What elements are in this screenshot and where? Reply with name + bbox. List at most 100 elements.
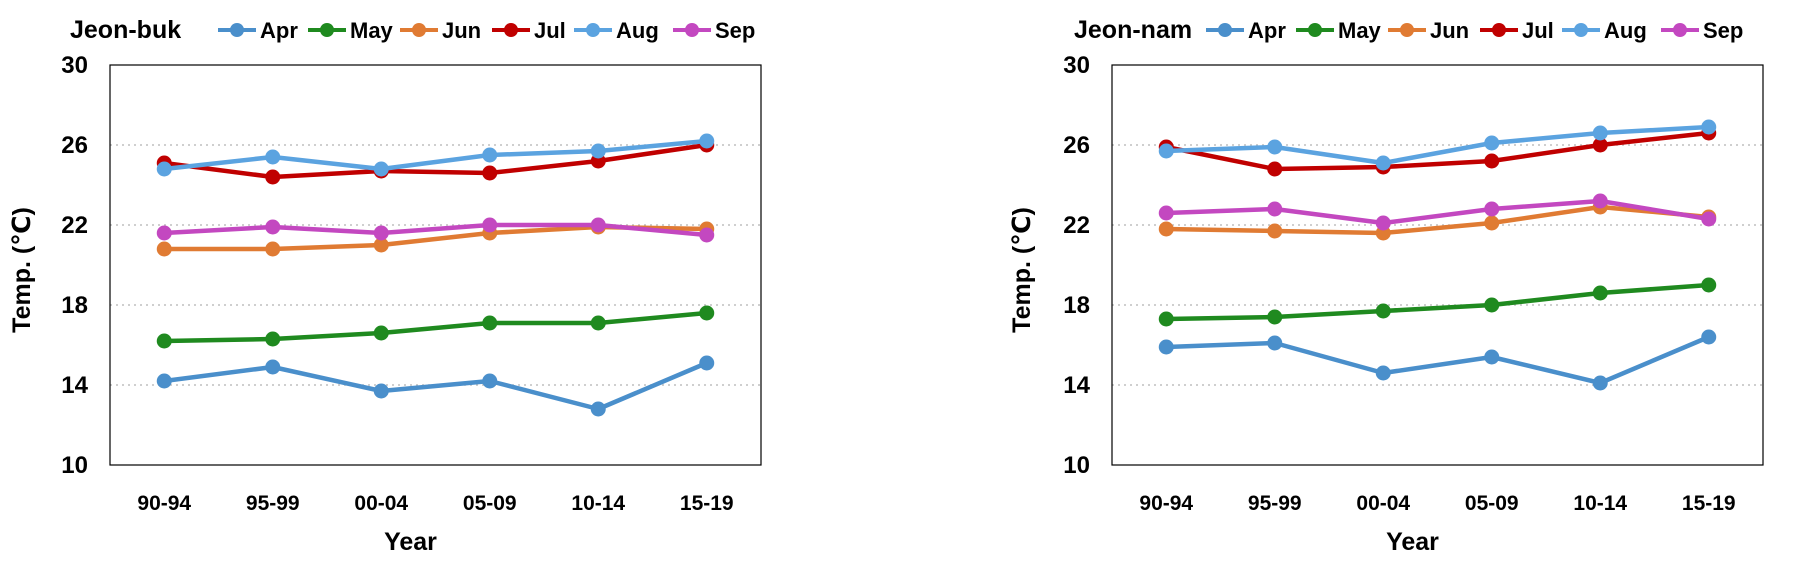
series-may [1158,277,1717,327]
legend-swatch-marker [1218,23,1232,37]
legend: Apr May Jun Jul Aug Sep [1206,18,1743,43]
chart-1: 10 14 18 22 26 30 90-94 95-99 00-04 05-09 10-14 15-… [8,16,762,556]
legend-item: Apr [1206,18,1286,43]
legend-item: Sep [673,18,755,43]
series-line [164,222,707,238]
legend-swatch-marker [412,23,426,37]
series-line [1166,204,1709,236]
data-point [482,315,498,331]
data-point [1592,375,1608,391]
x-tick-label: 95-99 [1248,492,1302,515]
legend-item: Jul [492,18,566,43]
data-point [1484,297,1500,313]
legend-swatch-marker [586,23,600,37]
legend-label: May [350,18,394,43]
legend-item: Aug [574,18,659,43]
series-line [164,138,707,172]
series-may [156,305,715,349]
series-line [1166,334,1710,386]
x-tick-label: 15-19 [680,492,734,515]
data-point [1158,205,1174,221]
series-line [1165,130,1709,172]
legend-label: Jul [1522,18,1554,43]
legend-label: Sep [1703,18,1743,43]
data-point [373,225,389,241]
data-point [1592,193,1608,209]
data-point [590,315,606,331]
legend-item: Apr [218,18,298,43]
x-tick-label: 10-14 [1573,492,1627,515]
legend-item: Jul [1480,18,1554,43]
data-point [482,147,498,163]
data-point [1158,339,1174,355]
series-line [163,142,708,180]
data-point [1484,349,1500,365]
series-line [1166,198,1710,226]
data-point [1375,155,1391,171]
legend-swatch-marker [1400,23,1414,37]
series-line [1166,282,1709,322]
legend-item: Sep [1661,18,1743,43]
series-apr [1158,329,1717,391]
data-point [1267,161,1283,177]
x-tick-label: 90-94 [137,492,191,515]
legend-item: May [1296,18,1382,43]
legend-swatch-marker [685,23,699,37]
legend-swatch-marker [1673,23,1687,37]
data-point [156,241,172,257]
legend-swatch-marker [1492,23,1506,37]
data-point [265,331,281,347]
x-tick-label: 15-19 [1682,492,1736,515]
series-aug [1158,119,1717,171]
data-point [265,219,281,235]
legend-label: May [1338,18,1382,43]
data-point [1267,201,1283,217]
data-point [1592,285,1608,301]
panel-title: Jeon-nam [1074,16,1192,44]
series-line [164,310,707,344]
data-point [590,217,606,233]
y-tick-label: 26 [1063,132,1090,159]
series-line [163,360,708,412]
data-point [373,237,389,253]
data-point [156,161,172,177]
data-point [699,305,715,321]
data-point [1158,221,1174,237]
data-point [265,359,281,375]
y-tick-label: 10 [1063,452,1090,479]
y-axis-title: Temp. (℃) [1008,207,1036,333]
plot-area [109,64,762,466]
data-point [1592,125,1608,141]
data-point [156,225,172,241]
data-point [156,333,172,349]
data-point [1375,365,1391,381]
data-point [1484,215,1500,231]
legend-swatch-marker [320,23,334,37]
data-point [1484,135,1500,151]
series-apr [156,355,715,417]
legend-label: Apr [260,18,298,43]
data-point [699,227,715,243]
data-point [156,373,172,389]
data-point [1701,119,1717,135]
x-tick-label: 90-94 [1139,492,1193,515]
series-sep [156,217,715,243]
data-point [482,373,498,389]
series-aug [156,133,715,177]
data-point [482,165,498,181]
x-tick-label: 10-14 [571,492,625,515]
series-line [1166,124,1709,166]
x-tick-label: 00-04 [1356,492,1410,515]
x-tick-label: 05-09 [463,492,517,515]
data-point [373,161,389,177]
legend-label: Jul [534,18,566,43]
data-point [699,133,715,149]
data-point [482,217,498,233]
panel-title: Jeon-buk [70,16,181,44]
x-tick-label: 95-99 [246,492,300,515]
legend: Apr May Jun Jul Aug Sep [218,18,755,43]
legend-item: Jun [400,18,481,43]
data-point [1701,211,1717,227]
